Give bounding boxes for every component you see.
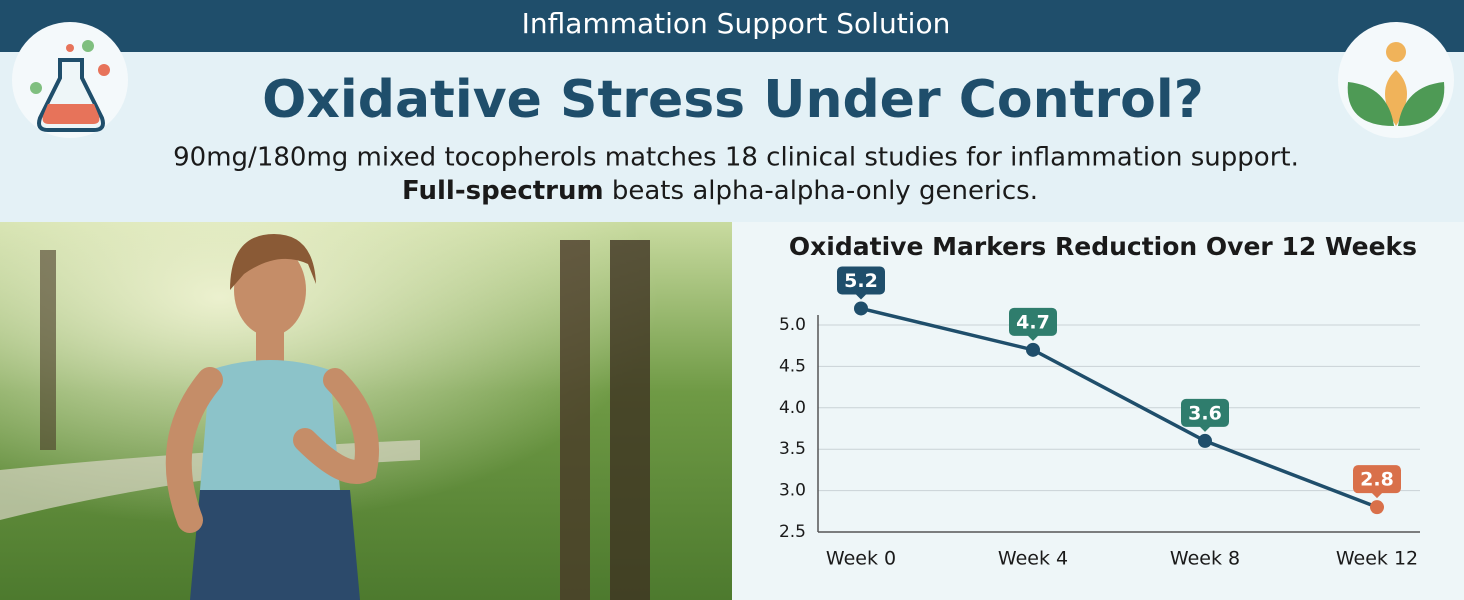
photo [0, 222, 732, 600]
y-tick-label: 4.0 [779, 398, 806, 418]
subtext-line2: Full-spectrum beats alpha-alpha-only gen… [402, 176, 1038, 206]
leaf-icon [1338, 22, 1454, 138]
chart-title: Oxidative Markers Reduction Over 12 Week… [789, 232, 1417, 261]
x-tick-label: Week 8 [1170, 548, 1240, 570]
label-bubble [1353, 465, 1401, 494]
y-tick-label: 3.5 [779, 439, 806, 459]
header-title: Inflammation Support Solution [522, 7, 951, 40]
x-tick-label: Week 0 [826, 548, 896, 570]
data-label: 5.2 [844, 270, 878, 292]
data-label: 2.8 [1360, 469, 1394, 491]
label-bubble [837, 266, 885, 295]
subtext-rest: beats alpha-alpha-only generics. [612, 176, 1038, 206]
label-pointer [855, 293, 867, 300]
point [1026, 342, 1040, 357]
y-tick-label: 3.0 [779, 481, 806, 501]
plot: 2.5 3.0 3.5 4.0 4.5 5.0 Week 0 Week 4 Week 8 Week… [779, 266, 1420, 570]
label-pointer [1027, 334, 1039, 341]
data-label: 4.7 [1016, 311, 1050, 333]
headline: Oxidative Stress Under Control? [262, 70, 1204, 130]
line [860, 306, 1378, 509]
point [854, 301, 868, 316]
y-tick-label: 2.5 [779, 522, 806, 542]
y-tick-label: 5.0 [779, 315, 806, 335]
label-pointer [1371, 492, 1383, 499]
x-tick-label: Week 12 [1336, 548, 1418, 570]
label-bubble [1009, 307, 1057, 336]
y-tick-label: 4.5 [779, 356, 806, 376]
data-label: 3.6 [1188, 402, 1222, 424]
point [1370, 500, 1384, 515]
header-bar [0, 0, 1464, 52]
x-tick-label: Week 4 [998, 548, 1068, 570]
label-pointer [1199, 425, 1211, 432]
label-bubble [1181, 398, 1229, 427]
flask-icon [12, 22, 128, 138]
point [1198, 433, 1212, 448]
subtext-bold: Full-spectrum [402, 176, 604, 206]
subtext-line1: 90mg/180mg mixed tocopherols matches 18 … [173, 143, 1299, 173]
